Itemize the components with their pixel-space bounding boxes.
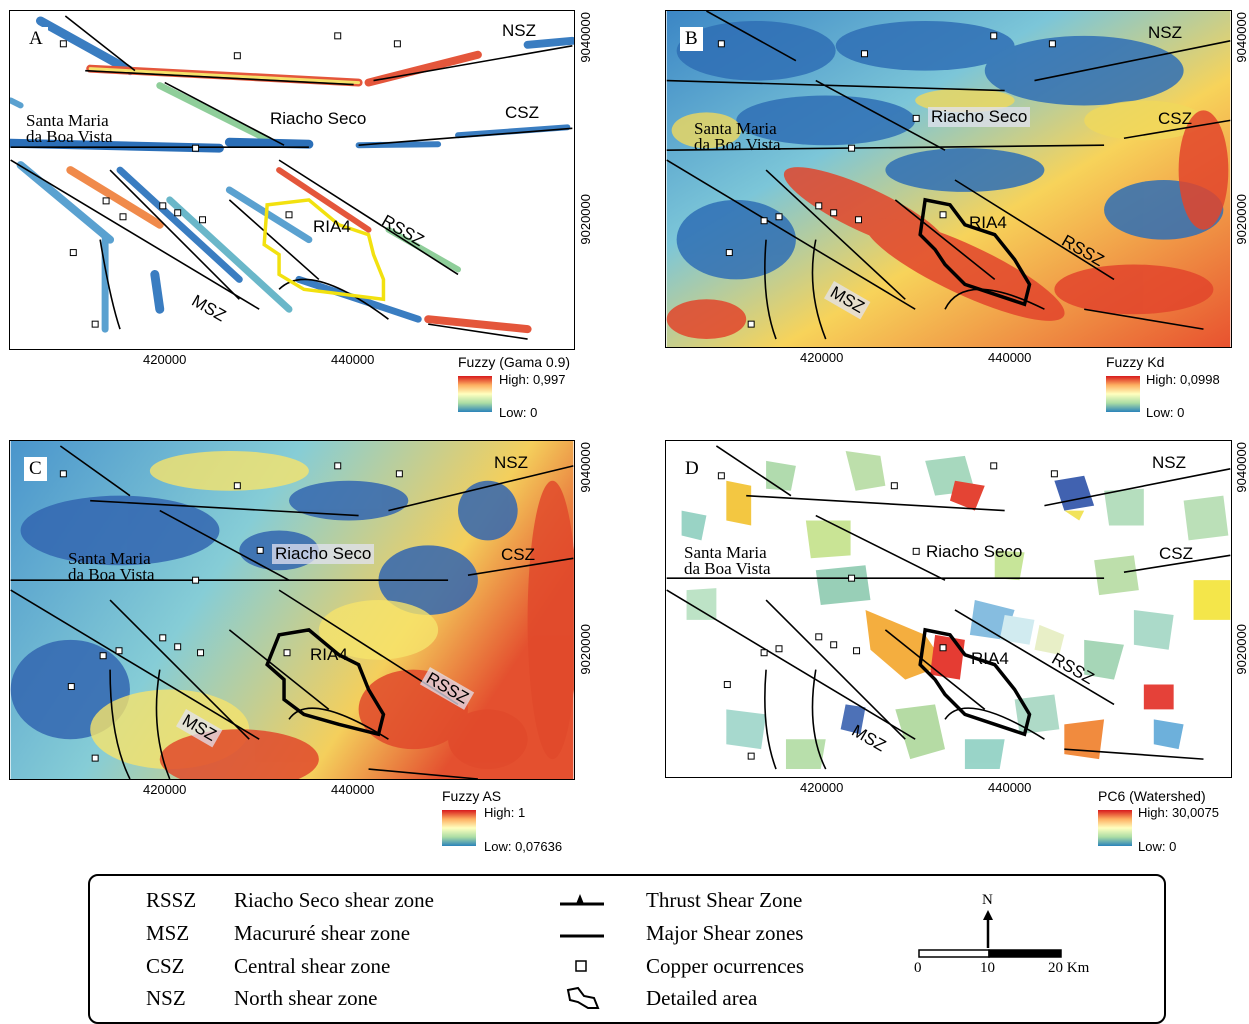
label-csz: CSZ [505,103,539,122]
legend-code-rssz: RSSZ [146,888,197,912]
coord-y-mid-b: 9020000 [1234,194,1249,245]
label-riacho-seco-c: Riacho Seco [272,544,375,564]
legend-title-b: Fuzzy Kd [1106,354,1165,370]
label-csz-d: CSZ [1159,544,1193,563]
ramp-high-d: High: 30,0075 [1138,805,1219,820]
coord-y-mid-a: 9020000 [578,194,593,245]
ramp-low-a: Low: 0 [499,405,538,420]
label-ria4-d: RIA4 [971,649,1009,668]
pc6-watershed-field [666,441,1231,777]
coord-x2-b: 440000 [988,350,1032,365]
map-panel-a: A NSZ CSZ Riacho Seco RIA4 RSSZ MSZ Sant… [9,10,575,350]
santa-maria-line-1-c: Santa Maria [68,549,151,568]
coord-y-top-a: 9040000 [578,12,593,63]
panel-letter-d: D [680,457,704,481]
coord-y-top-d: 9040000 [1234,442,1249,493]
santa-maria-line-2-c: da Boa Vista [68,565,155,584]
north-label: N [982,892,993,908]
label-csz-b: CSZ [1158,109,1192,128]
coord-x1-c: 420000 [143,782,187,797]
map-panel-d: D NSZ CSZ Riacho Seco RIA4 RSSZ MSZ Sant… [665,440,1232,778]
label-nsz-d: NSZ [1152,453,1186,472]
coord-y-top-c: 9040000 [578,442,593,493]
north-arrow-icon [983,910,993,948]
legend-thrust-shear-zone: Thrust Shear Zone [646,888,803,912]
coord-y-mid-d: 9020000 [1234,624,1249,675]
santa-maria-line-2: da Boa Vista [26,127,113,146]
map-panel-c: C NSZ CSZ Riacho Seco RIA4 RSSZ MSZ Sant… [9,440,575,780]
scale-label-20: 20 Km [1048,960,1090,976]
ramp-low-c: Low: 0,07636 [484,839,563,854]
thrust-triangle-icon [576,894,584,904]
coord-x2-c: 440000 [331,782,375,797]
fuzzy-gamma-field [10,11,574,349]
legend-code-nsz: NSZ [146,986,186,1010]
panel-letter-a: A [24,27,48,51]
label-csz-c: CSZ [501,545,535,564]
detailed-area-icon [566,986,600,1009]
legend-code-csz: CSZ [146,954,185,978]
scale-label-0: 0 [914,960,922,976]
coord-y-mid-c: 9020000 [578,624,593,675]
ramp-high-c: High: 1 [484,805,526,820]
label-ria4: RIA4 [313,217,351,236]
label-riacho-seco-b: Riacho Seco [928,107,1031,127]
legend-code-msz: MSZ [146,921,190,945]
santa-maria-line-2-b: da Boa Vista [694,135,781,154]
fuzzy-as-field [10,441,574,779]
legend-name-rssz: Riacho Seco shear zone [234,888,435,912]
legend-symbols [560,894,604,1009]
label-riacho-seco: Riacho Seco [270,109,367,128]
coord-y-top-b: 9040000 [1234,12,1249,63]
scale-label-10: 10 [980,960,995,976]
santa-maria-line-2-d: da Boa Vista [684,559,771,578]
panel-letter-c: C [24,457,47,481]
legend-name-nsz: North shear zone [234,986,378,1010]
legend-major-shear-zones: Major Shear zones [646,921,804,945]
ramp-high-a: High: 0,997 [499,372,566,387]
label-santa-maria-c: Santa Maria da Boa Vista [68,549,155,584]
ramp-low-b: Low: 0 [1146,405,1185,420]
coord-x2-d: 440000 [988,780,1032,795]
map-legend: RSSZ Riacho Seco shear zone MSZ Macururé… [88,874,1166,1024]
label-nsz-b: NSZ [1148,23,1182,42]
label-ria4-c: RIA4 [310,645,348,664]
scale-bar [918,949,1062,958]
label-nsz: NSZ [502,21,536,40]
santa-maria-line-1-b: Santa Maria [694,119,777,138]
color-ramp-c [442,810,476,846]
legend-title-d: PC6 (Watershed) [1098,788,1206,804]
label-santa-maria-d: Santa Maria da Boa Vista [684,543,771,578]
legend-name-csz: Central shear zone [234,954,391,978]
copper-occurrence-icon [575,960,587,972]
label-santa-maria-b: Santa Maria da Boa Vista [694,119,781,154]
santa-maria-line-1-d: Santa Maria [684,543,767,562]
label-santa-maria: Santa Maria da Boa Vista [26,111,113,146]
legend-name-msz: Macururé shear zone [234,921,411,945]
ramp-low-d: Low: 0 [1138,839,1177,854]
coord-x1-b: 420000 [800,350,844,365]
legend-detailed-area: Detailed area [646,986,758,1010]
map-panel-b: B NSZ CSZ Riacho Seco RIA4 RSSZ MSZ Sant… [665,10,1232,348]
label-riacho-seco-d: Riacho Seco [926,542,1023,561]
legend-copper-occurrences: Copper ocurrences [646,954,805,978]
coord-x1-a: 420000 [143,352,187,367]
color-ramp-b [1106,376,1140,412]
color-ramp-a [458,376,492,412]
fuzzy-kd-field [666,11,1231,347]
legend-title-c: Fuzzy AS [442,788,502,804]
label-nsz-c: NSZ [494,453,528,472]
coord-x2-a: 440000 [331,352,375,367]
color-ramp-d [1098,810,1132,846]
ramp-high-b: High: 0,0998 [1146,372,1220,387]
coord-x1-d: 420000 [800,780,844,795]
panel-letter-b: B [680,27,703,51]
label-ria4-b: RIA4 [969,213,1007,232]
legend-title-a: Fuzzy (Gama 0.9) [458,354,571,370]
santa-maria-line-1: Santa Maria [26,111,109,130]
